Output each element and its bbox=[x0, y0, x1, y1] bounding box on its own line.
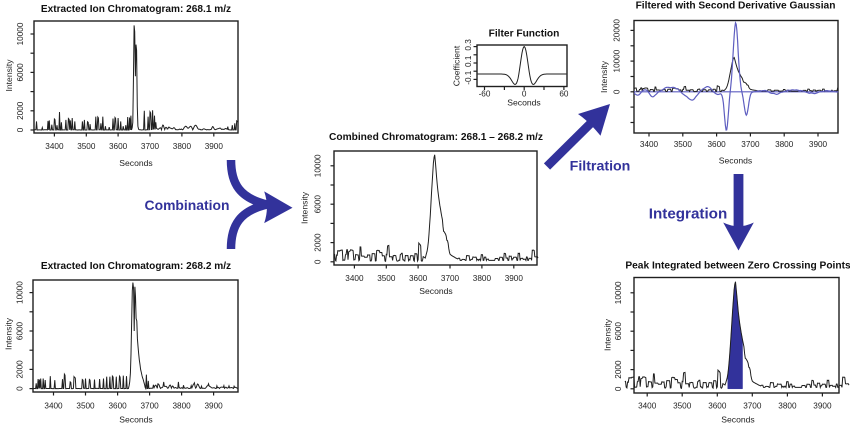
svg-text:0.1: 0.1 bbox=[464, 55, 473, 67]
svg-text:10000: 10000 bbox=[16, 281, 25, 304]
svg-text:2000: 2000 bbox=[614, 360, 623, 379]
svg-text:Filter Function: Filter Function bbox=[489, 29, 560, 40]
svg-text:3900: 3900 bbox=[809, 140, 828, 149]
svg-text:3500: 3500 bbox=[76, 401, 95, 410]
svg-text:3400: 3400 bbox=[45, 142, 64, 151]
svg-text:60: 60 bbox=[559, 90, 569, 99]
svg-text:10000: 10000 bbox=[314, 154, 323, 177]
svg-text:3700: 3700 bbox=[741, 140, 760, 149]
svg-text:3800: 3800 bbox=[473, 274, 492, 283]
svg-text:3700: 3700 bbox=[140, 401, 159, 410]
svg-text:3700: 3700 bbox=[441, 274, 460, 283]
svg-text:6000: 6000 bbox=[16, 63, 25, 82]
svg-text:Intensity: Intensity bbox=[603, 318, 613, 351]
svg-text:3900: 3900 bbox=[204, 401, 223, 410]
svg-text:3700: 3700 bbox=[743, 401, 762, 410]
svg-text:3600: 3600 bbox=[409, 274, 428, 283]
svg-text:0.3: 0.3 bbox=[464, 39, 473, 51]
svg-text:3500: 3500 bbox=[674, 140, 693, 149]
svg-text:20000: 20000 bbox=[613, 19, 622, 42]
svg-text:3800: 3800 bbox=[173, 142, 192, 151]
svg-text:6000: 6000 bbox=[314, 195, 323, 214]
svg-text:3800: 3800 bbox=[775, 140, 794, 149]
svg-text:3900: 3900 bbox=[205, 142, 224, 151]
svg-text:Peak Integrated between Zero C: Peak Integrated between Zero Crossing Po… bbox=[625, 261, 850, 272]
svg-text:Intensity: Intensity bbox=[599, 60, 609, 93]
svg-text:0: 0 bbox=[613, 89, 622, 94]
svg-text:3400: 3400 bbox=[640, 140, 659, 149]
svg-text:3500: 3500 bbox=[377, 274, 396, 283]
svg-text:Seconds: Seconds bbox=[419, 286, 452, 296]
svg-text:10000: 10000 bbox=[613, 49, 622, 72]
svg-text:10000: 10000 bbox=[16, 22, 25, 45]
svg-text:3400: 3400 bbox=[44, 401, 63, 410]
svg-text:Intensity: Intensity bbox=[4, 59, 14, 92]
svg-text:3900: 3900 bbox=[505, 274, 524, 283]
svg-text:3600: 3600 bbox=[109, 142, 128, 151]
svg-text:-60: -60 bbox=[479, 90, 491, 99]
svg-text:0: 0 bbox=[16, 127, 25, 132]
svg-text:0: 0 bbox=[522, 90, 527, 99]
svg-text:Intensity: Intensity bbox=[4, 317, 14, 350]
svg-text:Extracted Ion Chromatogram: 26: Extracted Ion Chromatogram: 268.1 m/z bbox=[41, 4, 231, 15]
svg-text:Seconds: Seconds bbox=[721, 415, 754, 425]
svg-text:0: 0 bbox=[16, 386, 25, 391]
svg-text:6000: 6000 bbox=[16, 321, 25, 340]
svg-text:3800: 3800 bbox=[172, 401, 191, 410]
svg-text:3500: 3500 bbox=[77, 142, 96, 151]
svg-text:3600: 3600 bbox=[707, 140, 726, 149]
svg-text:3400: 3400 bbox=[345, 274, 364, 283]
svg-text:2000: 2000 bbox=[16, 360, 25, 379]
svg-text:3800: 3800 bbox=[778, 401, 797, 410]
svg-text:Extracted Ion Chromatogram: 26: Extracted Ion Chromatogram: 268.2 m/z bbox=[41, 261, 231, 272]
svg-text:Combined Chromatogram: 268.1 –: Combined Chromatogram: 268.1 – 268.2 m/z bbox=[329, 132, 543, 143]
svg-text:6000: 6000 bbox=[614, 322, 623, 341]
svg-text:Seconds: Seconds bbox=[719, 156, 752, 166]
svg-text:3700: 3700 bbox=[141, 142, 160, 151]
svg-text:Seconds: Seconds bbox=[119, 158, 152, 168]
svg-text:2000: 2000 bbox=[16, 101, 25, 120]
svg-text:3500: 3500 bbox=[673, 401, 692, 410]
svg-text:2000: 2000 bbox=[314, 233, 323, 252]
svg-text:-0.1: -0.1 bbox=[464, 70, 473, 85]
svg-text:3600: 3600 bbox=[108, 401, 127, 410]
svg-text:Filtered with Second Derivativ: Filtered with Second Derivative Gaussian bbox=[636, 1, 836, 12]
svg-text:3900: 3900 bbox=[813, 401, 832, 410]
svg-text:3400: 3400 bbox=[638, 401, 657, 410]
svg-text:Combination: Combination bbox=[145, 197, 230, 213]
svg-text:3600: 3600 bbox=[708, 401, 727, 410]
svg-text:10000: 10000 bbox=[614, 281, 623, 304]
svg-text:Intensity: Intensity bbox=[300, 191, 310, 224]
svg-text:Coefficient: Coefficient bbox=[452, 45, 462, 86]
svg-text:Seconds: Seconds bbox=[119, 415, 152, 425]
svg-text:0: 0 bbox=[614, 386, 623, 391]
svg-text:Integration: Integration bbox=[649, 206, 727, 223]
svg-text:Filtration: Filtration bbox=[570, 159, 631, 175]
svg-text:Seconds: Seconds bbox=[507, 98, 540, 108]
svg-text:0: 0 bbox=[314, 259, 323, 264]
